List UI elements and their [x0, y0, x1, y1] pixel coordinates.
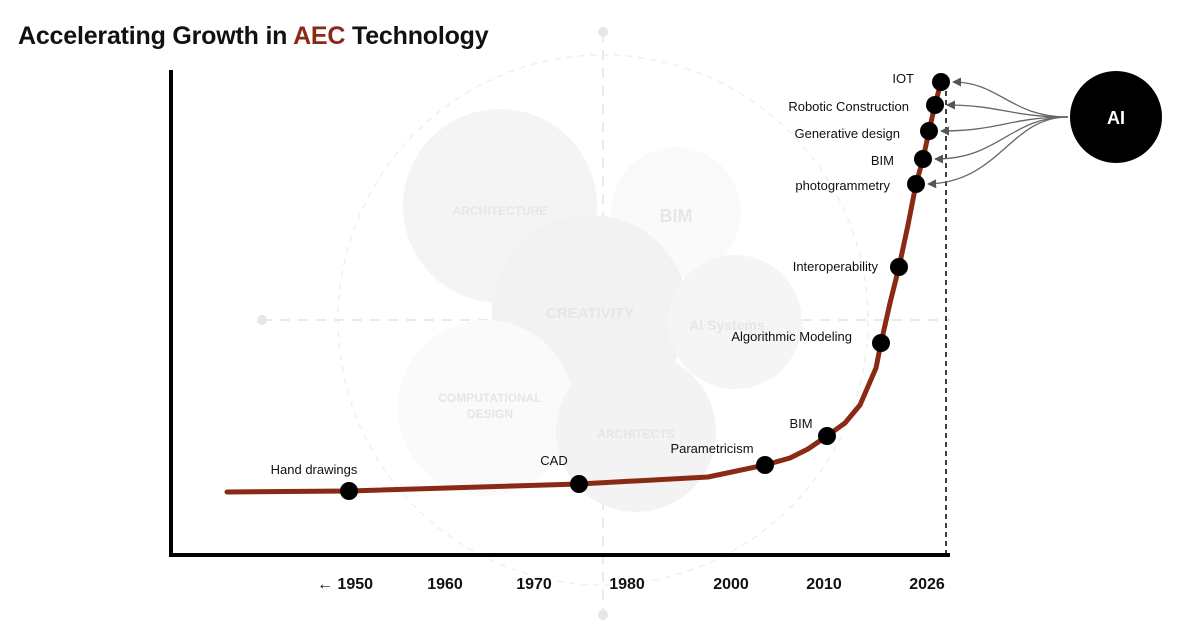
x-tick-1980: 1980 [609, 576, 645, 593]
watermark-text-ai-systems: AI Systems [689, 317, 765, 333]
title-accent: AEC [293, 22, 346, 50]
label-generative-design: Generative design [794, 126, 900, 141]
ai-arrow-robotic-construction [946, 100, 1069, 118]
watermark-text-architects: ARCHITECTS [597, 427, 674, 441]
watermark-text-design: DESIGN [467, 407, 513, 421]
watermark-text-bim: BIM [660, 206, 693, 226]
watermark-dot-bottom [598, 610, 608, 620]
marker-bim-recent [914, 150, 932, 168]
data-labels: Hand drawings CAD Parametricism BIM Algo… [271, 71, 914, 477]
ai-arrow-generative-design [940, 116, 1069, 136]
marker-cad [570, 475, 588, 493]
ai-arrow-photogrammetry [927, 116, 1069, 189]
marker-interoperability [890, 258, 908, 276]
marker-hand-drawings [340, 482, 358, 500]
x-tick-labels: ← 1950 1960 1970 1980 2000 2010 2026 [317, 576, 945, 593]
x-tick-2026: 2026 [909, 576, 945, 593]
ai-bubble-label: AI [1107, 108, 1125, 128]
background-watermark: ARCHITECTURE BIM CREATIVITY AI Systems C… [257, 27, 950, 620]
marker-iot [932, 73, 950, 91]
watermark-dot-top [598, 27, 608, 37]
watermark-circle-architects [556, 352, 716, 512]
title-prefix: Accelerating Growth in [18, 22, 294, 50]
watermark-dot-left [257, 315, 267, 325]
label-interoperability: Interoperability [793, 259, 879, 274]
marker-photogrammetry [907, 175, 925, 193]
data-markers [340, 73, 950, 500]
marker-generative-design [920, 122, 938, 140]
ai-arrow-bim [934, 116, 1069, 164]
label-hand-drawings: Hand drawings [271, 462, 358, 477]
x-tick-2010: 2010 [806, 576, 842, 593]
label-robotic-construction: Robotic Construction [788, 99, 909, 114]
watermark-text-architecture: ARCHITECTURE [453, 204, 548, 218]
marker-parametricism [756, 456, 774, 474]
marker-robotic-construction [926, 96, 944, 114]
label-cad: CAD [540, 453, 567, 468]
chart-title: Accelerating Growth in AEC Technology [18, 22, 489, 51]
label-parametricism: Parametricism [670, 441, 753, 456]
x-tick-1960: 1960 [427, 576, 463, 593]
label-photogrammetry: photogrammetry [795, 178, 890, 193]
label-iot: IOT [892, 71, 914, 86]
ai-arrows [927, 77, 1069, 189]
label-bim-recent: BIM [871, 153, 894, 168]
ai-bubble [1070, 71, 1162, 163]
watermark-circle-ai-systems [668, 255, 802, 389]
x-tick-1950: ← 1950 [317, 576, 373, 593]
x-tick-2000: 2000 [713, 576, 749, 593]
watermark-circle-computational [398, 320, 574, 496]
x-tick-1970: 1970 [516, 576, 552, 593]
ai-arrow-iot [952, 77, 1069, 118]
label-bim: BIM [789, 416, 812, 431]
watermark-text-creativity: CREATIVITY [546, 305, 634, 322]
title-suffix: Technology [345, 22, 489, 50]
watermark-text-computational: COMPUTATIONAL [438, 391, 542, 405]
marker-algorithmic-modeling [872, 334, 890, 352]
marker-bim [818, 427, 836, 445]
label-algorithmic-modeling: Algorithmic Modeling [731, 329, 852, 344]
